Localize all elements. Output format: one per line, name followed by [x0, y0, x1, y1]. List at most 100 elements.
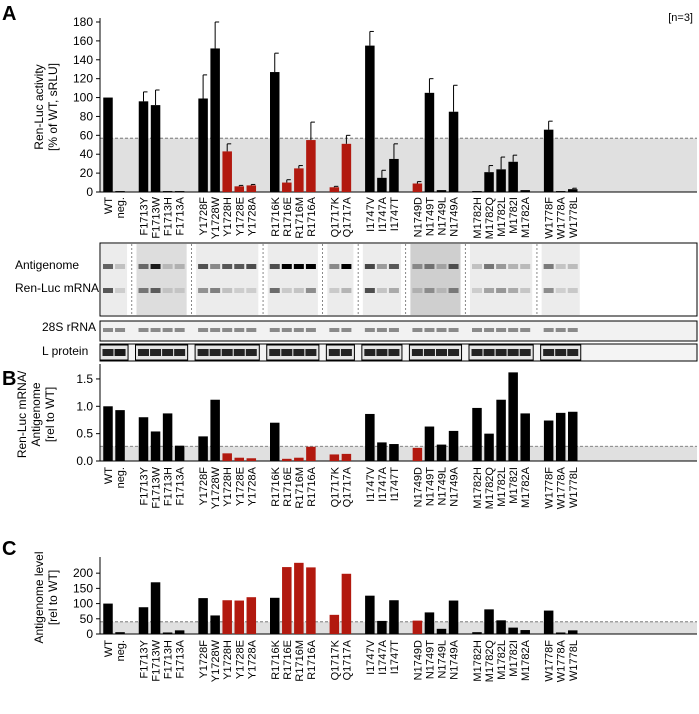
bar — [329, 187, 340, 192]
bar — [174, 191, 185, 192]
bar — [472, 407, 482, 461]
x-tick-label: F1713Y — [139, 639, 151, 678]
x-tick-label: W1778L — [568, 197, 580, 238]
panel-label-c: C — [2, 538, 16, 560]
antigenome-band — [269, 264, 280, 269]
x-tick-label: M1782L — [496, 640, 508, 680]
mrna-band — [269, 288, 280, 293]
x-tick-label: N1749L — [437, 467, 449, 506]
x-tick-label: R1716M — [294, 467, 306, 509]
bar — [198, 598, 208, 634]
lprotein-band — [388, 349, 400, 356]
mrna-band — [138, 288, 149, 293]
bar — [150, 582, 161, 634]
rrna-band — [329, 328, 340, 332]
antigenome-band — [341, 264, 352, 269]
x-tick-label: M1782A — [520, 466, 532, 508]
bar — [282, 182, 292, 192]
x-tick-label: Q1717K — [329, 466, 341, 507]
x-tick-label: N1749D — [412, 467, 424, 507]
blot-lane-group — [470, 244, 533, 315]
antigenome-band — [567, 264, 578, 269]
x-tick-label: F1713W — [151, 466, 163, 508]
chart-b: 0.0 0.5 1.0 1.5 Ren-Luc mRNA/Antigenome [rel … — [15, 364, 697, 509]
rrna-band — [103, 328, 113, 332]
rrna-band — [305, 328, 316, 332]
bar — [436, 628, 447, 634]
x-tick-label: W1778L — [568, 467, 580, 508]
rrna-band — [496, 328, 507, 332]
x-tick-label: I1747T — [389, 467, 401, 502]
rrna-band — [555, 328, 566, 332]
rrna-band — [520, 328, 531, 332]
mrna-band — [222, 288, 233, 293]
bar — [448, 600, 459, 634]
blot-lane-group — [327, 244, 354, 315]
x-tick-label: N1749T — [424, 197, 436, 236]
mrna-band — [341, 288, 352, 293]
y-tick-label: 150 — [73, 581, 93, 595]
x-tick-label: WT — [103, 640, 115, 657]
bar — [103, 406, 113, 461]
y-axis-label: Antigenome level — [32, 551, 46, 643]
lprotein-band — [411, 349, 423, 356]
y-tick-label: 20 — [80, 166, 94, 180]
x-tick-label: W1778A — [556, 196, 568, 239]
antigenome-band — [412, 264, 423, 269]
lprotein-lane-group — [408, 344, 463, 361]
mrna-band — [174, 288, 185, 293]
mrna-band — [496, 288, 507, 293]
x-tick-label: M1782H — [472, 467, 484, 509]
bar — [174, 445, 185, 461]
bar — [103, 603, 113, 634]
mrna-band — [543, 288, 554, 293]
bar — [555, 412, 566, 461]
antigenome-band — [222, 264, 233, 269]
antigenome-band — [305, 264, 316, 269]
lprotein-band — [495, 349, 507, 356]
rrna-band — [269, 328, 280, 332]
x-tick-label: Q1717K — [329, 196, 341, 237]
bar — [306, 140, 316, 192]
rrna-band — [138, 328, 149, 332]
x-tick-label: F1713W — [151, 196, 163, 238]
y-tick-label: 50 — [80, 612, 94, 626]
chart-a: 0 20 40 60 80 100 120 140 160 180 Ren-Luc activity… — [32, 15, 697, 239]
lprotein-band — [519, 349, 531, 356]
x-tick-label: M1782L — [496, 197, 508, 237]
rrna-band — [567, 328, 578, 332]
x-tick-label: Q1717A — [341, 466, 353, 507]
x-tick-label: F1713H — [163, 467, 175, 506]
bar — [484, 433, 494, 461]
bar — [424, 426, 435, 461]
y-tick-label: 140 — [73, 53, 93, 67]
lprotein-lane-group — [135, 344, 189, 361]
x-tick-label: N1749D — [412, 197, 424, 237]
bar — [520, 413, 530, 461]
bar — [222, 453, 232, 461]
x-tick-label: Y1728H — [222, 197, 234, 237]
blot-label-renluc-mrna: Ren-Luc mRNA — [15, 281, 99, 295]
y-tick-label: 1.0 — [76, 399, 93, 413]
bar — [389, 158, 399, 192]
x-tick-label: N1749L — [437, 197, 449, 236]
rrna-band — [364, 328, 375, 332]
antigenome-band — [150, 264, 161, 269]
bar — [412, 620, 423, 634]
blot-label-antigenome: Antigenome — [15, 258, 79, 272]
bar — [150, 105, 161, 192]
rrna-band — [543, 328, 554, 332]
rrna-band — [472, 328, 482, 332]
mrna-band — [424, 288, 435, 293]
antigenome-band — [472, 264, 482, 269]
bar — [543, 129, 554, 192]
x-tick-label: R1716A — [306, 466, 318, 506]
bar — [377, 620, 387, 634]
bar — [162, 413, 173, 461]
y-tick-label: 0 — [86, 627, 93, 641]
blot-lane-group — [136, 244, 187, 315]
mrna-band — [388, 288, 399, 293]
bar — [543, 420, 554, 461]
lprotein-band — [197, 349, 209, 356]
